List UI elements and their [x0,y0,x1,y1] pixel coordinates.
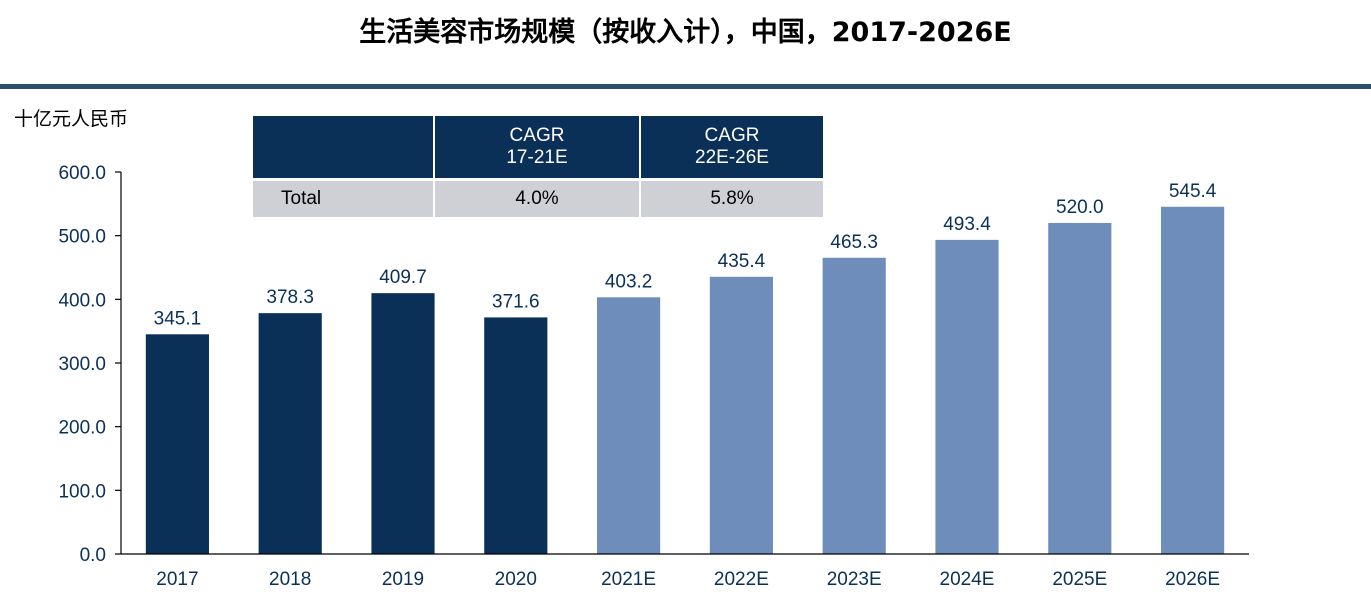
y-tick-label: 200.0 [58,418,106,439]
bar [822,257,886,554]
y-tick-label: 500.0 [58,227,106,248]
cagr-row-label: Total [253,181,435,217]
x-tick-label: 2022E [714,569,769,590]
cagr-header-line2: 22E-26E [695,147,769,168]
y-tick-label: 600.0 [58,163,106,184]
unit-label: 十亿元人民币 [14,108,129,130]
cagr-table-header-row: CAGR 17-21E CAGR 22E-26E [253,116,823,181]
bar [1161,206,1225,554]
bar [145,334,209,554]
bar-value-label: 493.4 [943,214,991,235]
x-tick-label: 2024E [940,569,995,590]
cagr-header-17-21: CAGR 17-21E [435,116,641,181]
cagr-header-blank [253,116,435,181]
cagr-header-22-26: CAGR 22E-26E [641,116,823,181]
cagr-value-17-21: 4.0% [435,181,641,217]
bar-value-label: 371.6 [492,291,540,312]
bar-value-label: 520.0 [1056,197,1104,218]
x-tick-label: 2021E [601,569,656,590]
y-tick-label: 400.0 [58,290,106,311]
bar [935,239,999,555]
cagr-header-line1: CAGR [704,125,760,146]
bar [597,297,661,554]
cagr-table-row: Total 4.0% 5.8% [253,181,823,217]
bar [258,313,322,554]
title-divider [0,84,1371,89]
cagr-value-22-26: 5.8% [641,181,823,217]
cagr-header-line1: CAGR [509,125,565,146]
y-tick-label: 0.0 [80,545,106,566]
bar-value-label: 465.3 [830,232,878,253]
bar [709,276,773,554]
x-tick-label: 2017 [156,569,198,590]
bar-value-label: 545.4 [1169,181,1217,202]
x-tick-label: 2025E [1052,569,1107,590]
bar-value-label: 345.1 [154,308,202,329]
bar-value-label: 409.7 [379,267,427,288]
bar [371,293,435,554]
bar-value-label: 435.4 [718,251,766,272]
cagr-table: CAGR 17-21E CAGR 22E-26E Total 4.0% 5.8% [253,116,823,217]
bar-value-label: 378.3 [266,287,314,308]
y-tick-label: 300.0 [58,354,106,375]
x-tick-label: 2023E [827,569,882,590]
x-tick-label: 2020 [495,569,537,590]
bar [1048,222,1112,554]
chart-title: 生活美容市场规模（按收入计），中国，2017-2026E [359,17,1012,48]
bar-value-label: 403.2 [605,271,653,292]
bar [484,317,548,554]
y-tick-label: 100.0 [58,481,106,502]
x-tick-label: 2018 [269,569,311,590]
cagr-header-line2: 17-21E [506,147,568,168]
x-tick-label: 2026E [1165,569,1220,590]
x-tick-label: 2019 [382,569,424,590]
